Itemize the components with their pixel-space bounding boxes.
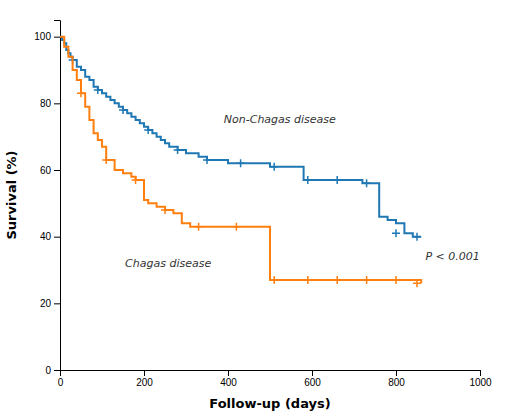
censor-mark [304, 176, 312, 184]
y-axis-line [54, 21, 61, 371]
plot-area: 0 200 400 600 800 1000 0 20 40 60 80 100 Non-Chagas … [34, 21, 492, 389]
y-tick-mark [54, 103, 60, 104]
censor-mark [270, 163, 278, 171]
y-tick: 20 [40, 298, 60, 309]
y-tick: 60 [40, 165, 60, 176]
censor-mark [174, 146, 182, 154]
x-tick: 1000 [469, 370, 492, 388]
censor-mark [94, 86, 102, 94]
x-tick-label: 600 [304, 377, 321, 388]
censor-mark [203, 156, 211, 164]
y-tick-label: 80 [40, 98, 52, 109]
x-tick: 200 [136, 370, 153, 388]
y-tick-mark [54, 237, 60, 238]
x-tick-label: 1000 [469, 377, 492, 388]
y-tick-mark [54, 370, 60, 371]
censor-mark [119, 106, 127, 114]
censor-mark [132, 176, 140, 184]
y-tick-label: 60 [40, 165, 52, 176]
censor-mark [144, 126, 152, 134]
censor-mark [237, 159, 245, 167]
x-tick: 600 [304, 370, 321, 388]
y-tick-label: 0 [45, 365, 51, 376]
x-tick: 400 [220, 370, 237, 388]
censor-mark [232, 223, 240, 231]
censor-mark [392, 276, 400, 284]
censor-mark [77, 89, 85, 97]
y-tick-label: 40 [40, 231, 52, 242]
censor-mark [363, 276, 371, 284]
chart-svg: 0 200 400 600 800 1000 0 20 40 60 80 100 Non-Chagas … [0, 0, 505, 420]
y-tick: 0 [45, 365, 60, 376]
x-tick-mark [228, 370, 229, 376]
chart-container: 0 200 400 600 800 1000 0 20 40 60 80 100 Non-Chagas … [0, 0, 505, 420]
marks [60, 37, 421, 288]
x-axis-line [61, 371, 481, 377]
censor-mark [363, 179, 371, 187]
y-tick-mark [54, 303, 60, 304]
annotations: Non-Chagas disease Chagas disease P < 0.00… [125, 113, 480, 269]
censor-mark [333, 276, 341, 284]
censor-mark [392, 229, 400, 237]
x-tick-mark [480, 370, 481, 376]
censor-mark [333, 176, 341, 184]
x-tick-mark [144, 370, 145, 376]
censor-mark [270, 276, 278, 284]
x-axis: 0 200 400 600 800 1000 [58, 370, 492, 388]
y-tick-label: 20 [40, 298, 52, 309]
x-axis-title: Follow-up (days) [209, 396, 330, 411]
censor-mark [413, 233, 421, 241]
survival-curve [60, 37, 421, 237]
x-tick-mark [312, 370, 313, 376]
annotation: Non-Chagas disease [224, 113, 336, 126]
censor-mark [102, 156, 110, 164]
annotation: P < 0.001 [425, 250, 479, 263]
x-tick: 800 [388, 370, 405, 388]
censor-mark [195, 223, 203, 231]
y-axis-title: Survival (%) [4, 150, 19, 239]
y-tick: 40 [40, 231, 60, 242]
censor-mark [413, 279, 421, 287]
x-tick-label: 200 [136, 377, 153, 388]
censor-mark [161, 206, 169, 214]
x-tick-mark [396, 370, 397, 376]
censor-mark [304, 276, 312, 284]
x-tick-label: 400 [220, 377, 237, 388]
y-tick: 80 [40, 98, 60, 109]
x-tick: 0 [58, 370, 64, 388]
x-tick-label: 800 [388, 377, 405, 388]
y-tick: 100 [34, 31, 60, 42]
x-tick-label: 0 [58, 377, 64, 388]
survival-curve [60, 37, 421, 284]
y-tick-mark [54, 170, 60, 171]
y-axis: 0 20 40 60 80 100 [34, 21, 60, 376]
y-tick-label: 100 [34, 31, 51, 42]
annotation: Chagas disease [125, 257, 211, 270]
y-tick-mark [54, 37, 60, 38]
